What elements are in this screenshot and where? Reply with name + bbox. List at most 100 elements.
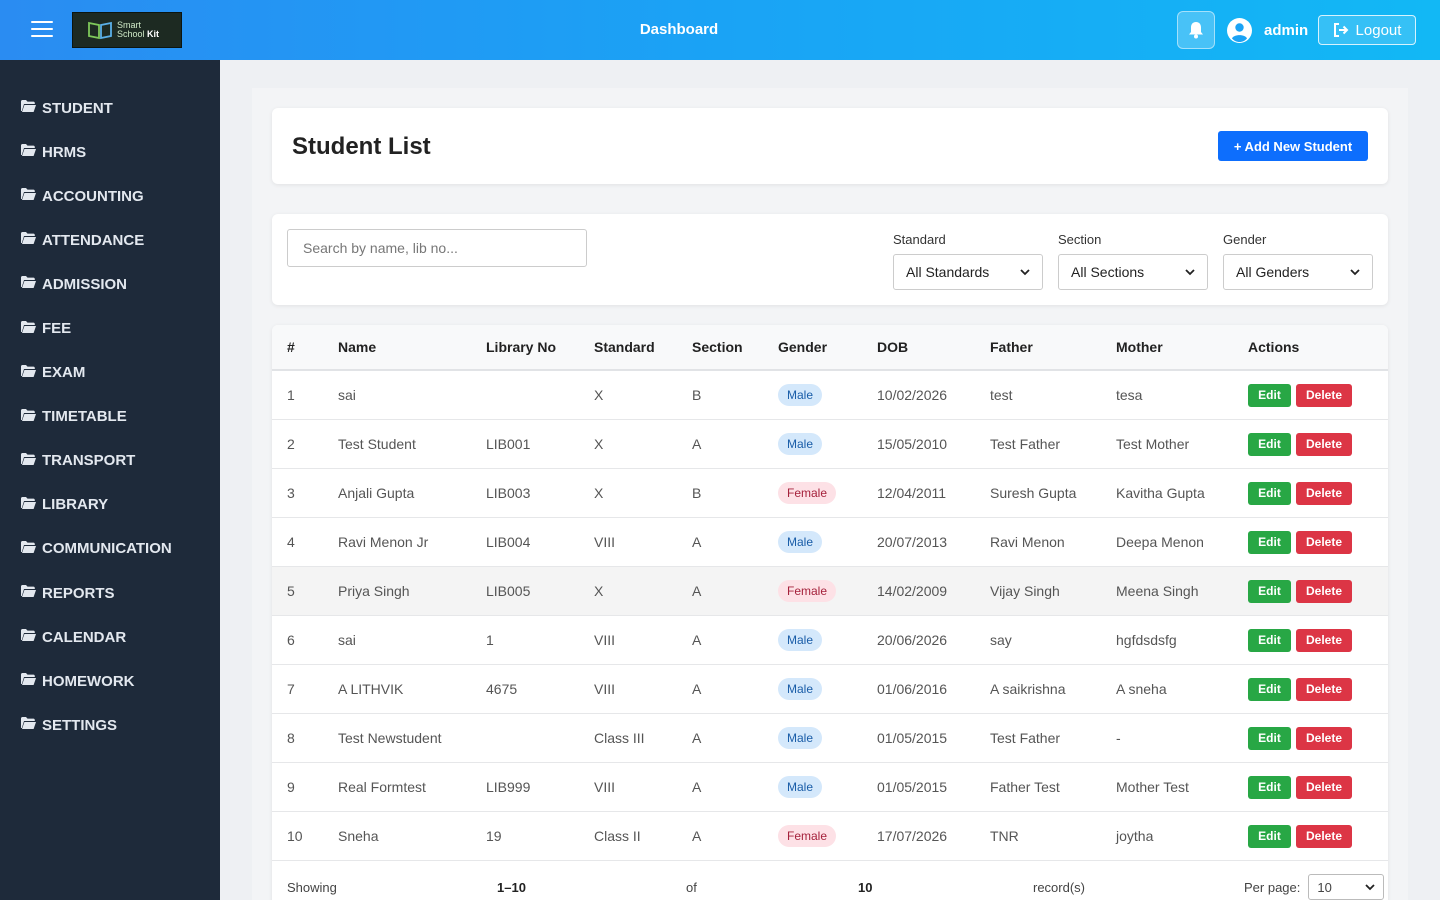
app-logo[interactable]: Smart School Kit [72, 12, 182, 48]
delete-button[interactable]: Delete [1296, 481, 1352, 505]
menu-toggle-icon[interactable] [31, 21, 53, 38]
section-select[interactable]: All Sections [1058, 254, 1208, 290]
sidebar-item-reports[interactable]: REPORTS [0, 571, 220, 615]
sidebar-item-label: HRMS [42, 143, 87, 161]
sidebar-item-student[interactable]: STUDENT [0, 86, 220, 130]
page-header-title: Dashboard [639, 21, 719, 38]
cell-name: Priya Singh [338, 583, 410, 599]
search-input[interactable] [287, 229, 587, 267]
table-row[interactable]: 4 Ravi Menon Jr LIB004 VIII A Male 20/07/2013 R… [272, 518, 1388, 567]
edit-button[interactable]: Edit [1248, 432, 1291, 456]
cell-std: X [594, 436, 604, 452]
folder-icon [21, 408, 36, 421]
cell-num: 6 [287, 632, 295, 648]
edit-button[interactable]: Edit [1248, 775, 1291, 799]
sidebar-item-exam[interactable]: EXAM [0, 351, 220, 395]
notifications-button[interactable] [1177, 11, 1215, 49]
delete-button[interactable]: Delete [1296, 579, 1352, 603]
edit-button[interactable]: Edit [1248, 383, 1291, 407]
cell-dob: 17/07/2026 [877, 828, 948, 844]
edit-button[interactable]: Edit [1248, 677, 1291, 701]
table-row[interactable]: 2 Test Student LIB001 X A Male 15/05/2010 Test … [272, 420, 1388, 469]
gender-select-value: All Genders [1236, 264, 1310, 280]
cell-num: 4 [287, 534, 295, 550]
row-actions: Edit Delete [1248, 616, 1352, 664]
section-filter: Section All Sections [1058, 232, 1208, 290]
sidebar-item-library[interactable]: LIBRARY [0, 483, 220, 527]
folder-icon [21, 452, 36, 465]
table-row[interactable]: 8 Test Newstudent Class III A Male 01/05/2015… [272, 714, 1388, 763]
delete-button[interactable]: Delete [1296, 677, 1352, 701]
standard-filter-label: Standard [893, 232, 946, 247]
gender-badge: Male [778, 727, 823, 749]
gender-filter: Gender All Genders [1223, 232, 1373, 290]
table-row[interactable]: 5 Priya Singh LIB005 X A Female 14/02/2009 Vija… [272, 567, 1388, 616]
gender-badge: Male [778, 629, 823, 651]
sidebar-item-timetable[interactable]: TIMETABLE [0, 395, 220, 439]
sidebar-item-accounting[interactable]: ACCOUNTING [0, 174, 220, 218]
book-logo-icon [88, 21, 112, 40]
sidebar-item-calendar[interactable]: CALENDAR [0, 615, 220, 659]
delete-button[interactable]: Delete [1296, 824, 1352, 848]
standard-select[interactable]: All Standards [893, 254, 1043, 290]
edit-button[interactable]: Edit [1248, 628, 1291, 652]
sidebar-item-attendance[interactable]: ATTENDANCE [0, 218, 220, 262]
chevron-down-icon [1020, 268, 1030, 275]
user-avatar-icon [1227, 18, 1252, 43]
total-count: 10 [858, 879, 873, 895]
edit-button[interactable]: Edit [1248, 481, 1291, 505]
sidebar-item-communication[interactable]: COMMUNICATION [0, 527, 220, 571]
sidebar-item-fee[interactable]: FEE [0, 306, 220, 350]
user-menu[interactable]: admin [1227, 18, 1308, 43]
row-actions: Edit Delete [1248, 763, 1352, 811]
cell-dob: 20/06/2026 [877, 632, 948, 648]
delete-button[interactable]: Delete [1296, 530, 1352, 554]
add-student-button[interactable]: + Add New Student [1218, 131, 1368, 161]
cell-dob: 10/02/2026 [877, 387, 948, 403]
cell-num: 8 [287, 730, 295, 746]
sidebar: STUDENT HRMS ACCOUNTING ATTENDANCE ADMISSION… [0, 60, 220, 900]
folder-icon [21, 540, 36, 553]
delete-button[interactable]: Delete [1296, 432, 1352, 456]
edit-button[interactable]: Edit [1248, 824, 1291, 848]
gender-select[interactable]: All Genders [1223, 254, 1373, 290]
cell-std: VIII [594, 534, 616, 550]
column-header: Mother [1116, 339, 1163, 355]
cell-mother: Mother Test [1116, 779, 1189, 795]
sidebar-item-hrms[interactable]: HRMS [0, 130, 220, 174]
cell-name: Sneha [338, 828, 379, 844]
cell-std: VIII [594, 779, 616, 795]
sidebar-item-settings[interactable]: SETTINGS [0, 703, 220, 747]
table-row[interactable]: 9 Real Formtest LIB999 VIII A Male 01/05/2015 F… [272, 763, 1388, 812]
row-actions: Edit Delete [1248, 812, 1352, 860]
table-row[interactable]: 10 Sneha 19 Class II A Female 17/07/2026 TNR joy… [272, 812, 1388, 861]
sidebar-item-label: CALENDAR [42, 628, 127, 646]
table-row[interactable]: 3 Anjali Gupta LIB003 X B Female 12/04/2011 Sur… [272, 469, 1388, 518]
per-page-select[interactable]: 10 [1308, 874, 1385, 900]
table-row[interactable]: 7 A LITHVIK 4675 VIII A Male 01/06/2016 A saikr… [272, 665, 1388, 714]
edit-button[interactable]: Edit [1248, 579, 1291, 603]
table-row[interactable]: 6 sai 1 VIII A Male 20/06/2026 say hgfdsdsfg Edit… [272, 616, 1388, 665]
delete-button[interactable]: Delete [1296, 628, 1352, 652]
standard-select-value: All Standards [906, 264, 990, 280]
delete-button[interactable]: Delete [1296, 383, 1352, 407]
sidebar-item-transport[interactable]: TRANSPORT [0, 439, 220, 483]
edit-button[interactable]: Edit [1248, 530, 1291, 554]
gender-filter-label: Gender [1223, 232, 1267, 247]
sidebar-item-homework[interactable]: HOMEWORK [0, 659, 220, 703]
cell-father: A saikrishna [990, 681, 1066, 697]
table-row[interactable]: 1 sai X B Male 10/02/2026 test tesa Edit Delete [272, 371, 1388, 420]
column-header: Section [692, 339, 743, 355]
logout-button[interactable]: Logout [1318, 15, 1416, 45]
gender-badge: Female [778, 482, 837, 504]
column-header: Standard [594, 339, 655, 355]
edit-button[interactable]: Edit [1248, 726, 1291, 750]
delete-button[interactable]: Delete [1296, 775, 1352, 799]
page-header-card: Student List + Add New Student [272, 108, 1388, 184]
cell-sec: A [692, 828, 702, 844]
delete-button[interactable]: Delete [1296, 726, 1352, 750]
chevron-down-icon [1350, 268, 1360, 275]
cell-sec: B [692, 387, 702, 403]
cell-lib: LIB003 [486, 485, 531, 501]
sidebar-item-admission[interactable]: ADMISSION [0, 262, 220, 306]
